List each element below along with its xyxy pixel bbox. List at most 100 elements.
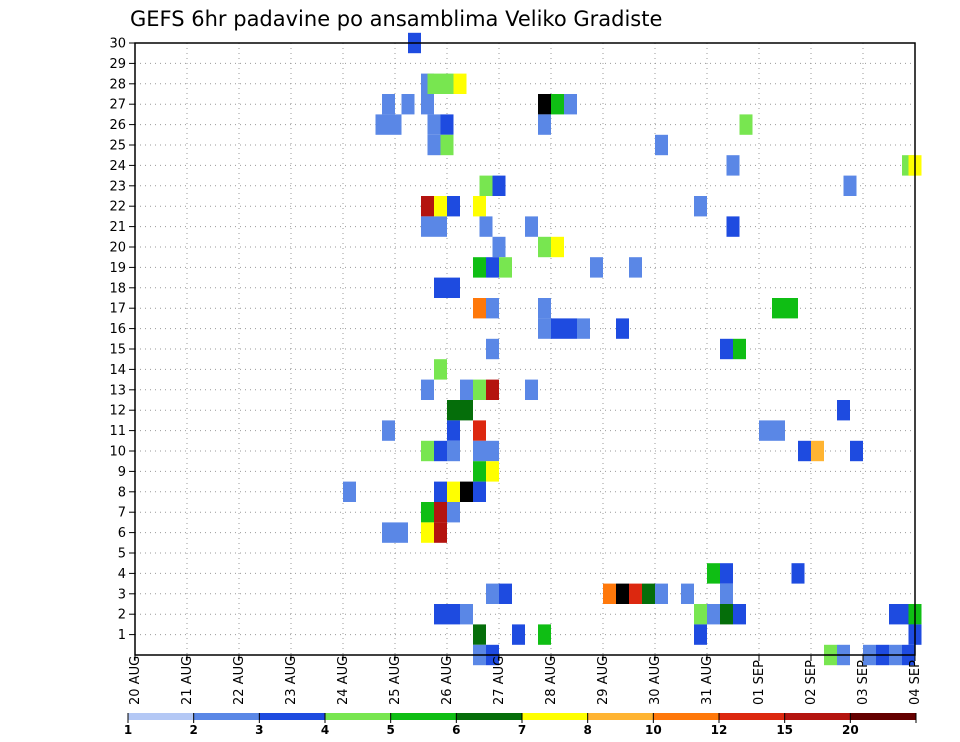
precip-cell [434, 440, 447, 462]
legend-color-swatch [522, 713, 588, 720]
legend-color-swatch [325, 713, 391, 720]
precip-cell [707, 563, 720, 584]
precip-cell [837, 400, 850, 421]
precip-cell [421, 379, 434, 400]
precip-cell [421, 196, 434, 217]
precip-cell [434, 216, 447, 237]
y-tick-label: 22 [109, 200, 126, 215]
x-tick-label: 31 AUG [700, 656, 715, 705]
legend-color-swatch [259, 713, 326, 720]
precip-cell [382, 94, 395, 115]
precip-cell [486, 298, 499, 319]
x-tick-label: 25 AUG [388, 656, 403, 705]
precip-cell [538, 318, 551, 339]
precip-cell [616, 583, 629, 604]
y-tick-label: 19 [109, 261, 126, 276]
precip-cell [479, 175, 493, 196]
precip-cell [551, 318, 564, 339]
precip-cell [616, 318, 629, 339]
precip-cell [447, 196, 460, 217]
precip-cell [564, 94, 577, 115]
precip-cell [473, 379, 486, 400]
precip-cell [525, 379, 538, 400]
y-tick-label: 23 [109, 179, 126, 194]
y-axis: 1234567891011121314151617181920212223242… [109, 37, 135, 643]
precip-cell [447, 440, 460, 462]
precip-cell [486, 440, 499, 462]
precip-cell [460, 604, 473, 625]
precip-cell [538, 624, 551, 645]
legend-label: 10 [645, 723, 662, 737]
y-tick-label: 27 [109, 98, 126, 113]
y-tick-label: 29 [109, 57, 126, 72]
precip-cell [440, 134, 454, 156]
precip-cell [655, 134, 668, 156]
y-tick-label: 28 [109, 77, 126, 92]
y-tick-label: 17 [109, 302, 126, 317]
legend-label: 7 [518, 723, 526, 737]
precip-cell [486, 257, 499, 278]
y-tick-label: 26 [109, 118, 126, 133]
precip-cell [473, 420, 486, 441]
legend-label: 15 [776, 723, 793, 737]
precip-cell [538, 94, 551, 115]
precip-cell [843, 175, 857, 196]
y-tick-label: 24 [109, 159, 126, 174]
legend-color-swatch [587, 713, 654, 720]
precip-cell [395, 522, 408, 543]
x-tick-label: 04 SEP [908, 660, 923, 705]
y-tick-label: 5 [118, 547, 126, 562]
x-tick-label: 22 AUG [232, 656, 247, 705]
precip-cell [499, 583, 512, 604]
precip-cell [772, 420, 785, 441]
precip-cell [486, 379, 499, 400]
precipitation-cells [343, 32, 922, 666]
precip-cell [473, 257, 486, 278]
x-tick-label: 30 AUG [648, 656, 663, 705]
y-tick-label: 8 [118, 485, 126, 500]
precip-cell [694, 604, 707, 625]
precip-cell [473, 481, 486, 502]
precip-cell [694, 624, 707, 645]
precip-cell [486, 338, 499, 360]
precip-cell [499, 257, 512, 278]
precip-cell [577, 318, 590, 339]
precip-cell [440, 114, 454, 135]
precip-cell [525, 216, 538, 237]
precip-cell [726, 216, 740, 237]
precip-cell [460, 400, 473, 421]
y-tick-label: 30 [109, 37, 126, 52]
x-tick-label: 02 SEP [804, 660, 819, 705]
y-tick-label: 11 [109, 424, 126, 439]
precip-cell [772, 298, 785, 319]
precip-cell [460, 481, 473, 502]
precip-cell [726, 155, 740, 176]
precip-cell [447, 502, 460, 523]
x-tick-label: 20 AUG [128, 656, 143, 705]
precip-cell [603, 583, 616, 604]
precip-cell [434, 277, 447, 298]
precip-cell [590, 257, 603, 278]
legend-label: 2 [189, 723, 197, 737]
precip-cell [427, 73, 441, 94]
legend-color-swatch [653, 713, 720, 720]
y-tick-label: 1 [118, 628, 126, 643]
precip-cell [401, 94, 415, 115]
precip-cell [739, 114, 753, 135]
precip-cell [440, 73, 454, 94]
precip-cell [434, 522, 447, 543]
precip-cell [811, 440, 824, 462]
legend-label: 1 [124, 723, 132, 737]
x-tick-label: 03 SEP [856, 660, 871, 705]
precip-cell [720, 583, 733, 604]
y-tick-label: 15 [109, 343, 126, 358]
precip-cell [447, 481, 460, 502]
precip-cell [388, 114, 402, 135]
precip-cell [447, 277, 460, 298]
x-tick-label: 29 AUG [596, 656, 611, 705]
legend-color-swatch [128, 713, 194, 720]
precip-cell [720, 563, 733, 584]
legend-color-swatch [850, 713, 917, 720]
x-axis: 20 AUG 21 AUG 22 AUG 23 AUG 24 AUG 25 AUG 26 A… [128, 655, 923, 705]
precip-cell [421, 94, 434, 115]
